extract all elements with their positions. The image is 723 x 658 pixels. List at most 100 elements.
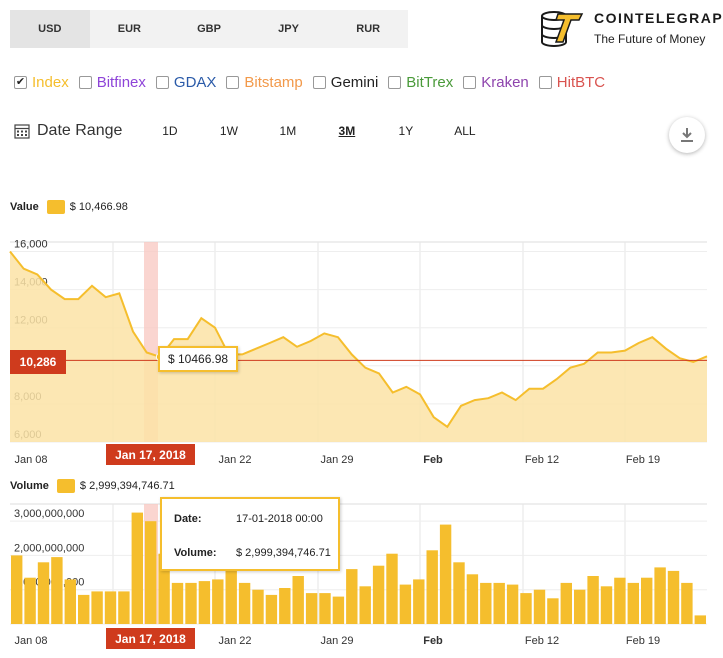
value-date-flag: Jan 17, 2018 <box>106 444 195 465</box>
exchange-checkbox[interactable] <box>226 76 240 89</box>
volume-bar <box>319 593 331 624</box>
volume-bar <box>587 576 599 624</box>
volume-bar <box>198 581 211 624</box>
volume-bar <box>359 586 371 624</box>
volume-bar <box>506 584 519 624</box>
volume-bar <box>225 565 237 624</box>
exchange-kraken[interactable]: Kraken <box>463 74 529 91</box>
download-icon <box>681 128 693 142</box>
volume-bar <box>131 512 143 624</box>
value-y-tick-label: 16,000 <box>14 239 48 251</box>
volume-bar <box>238 582 251 624</box>
exchange-checkbox[interactable] <box>463 76 477 89</box>
volume-bar <box>466 574 479 624</box>
exchange-hitbtc[interactable]: HitBTC <box>538 74 606 91</box>
value-x-tick-label: Feb 19 <box>626 454 660 466</box>
volume-x-tick-label: Feb <box>423 635 443 647</box>
volume-bar <box>292 576 304 624</box>
value-x-tick-label: Jan 29 <box>320 454 353 466</box>
currency-tab-jpy[interactable]: JPY <box>278 23 299 35</box>
volume-bar <box>145 521 157 624</box>
volume-bar <box>279 588 291 624</box>
volume-chart[interactable]: 01,000,000,0002,000,000,0003,000,000,000… <box>0 496 723 656</box>
exchange-bittrex[interactable]: BitTrex <box>388 74 453 91</box>
currency-tab-gbp[interactable]: GBP <box>197 23 221 35</box>
tooltip-date-value: 17-01-2018 00:00 <box>236 513 323 525</box>
volume-bar <box>641 577 653 624</box>
exchange-bitfinex[interactable]: Bitfinex <box>78 74 146 91</box>
volume-bar <box>453 562 465 624</box>
exchange-label: Bitfinex <box>96 74 146 91</box>
range-1d-button[interactable]: 1D <box>162 124 178 138</box>
exchange-label: HitBTC <box>556 74 606 91</box>
volume-bar <box>372 565 385 624</box>
value-x-tick-label: Jan 22 <box>218 454 251 466</box>
exchange-label: Gemini <box>330 74 379 91</box>
exchange-checkbox[interactable] <box>78 76 92 89</box>
range-1m-button[interactable]: 1M <box>279 124 297 138</box>
exchange-label: GDAX <box>173 74 217 91</box>
volume-bar <box>64 579 76 624</box>
volume-bar <box>574 589 586 624</box>
volume-bar <box>185 582 197 624</box>
volume-date-flag: Jan 17, 2018 <box>106 628 195 649</box>
range-1w-button[interactable]: 1W <box>219 124 238 138</box>
volume-bar <box>560 582 572 624</box>
exchange-checkbox[interactable] <box>538 76 552 89</box>
exchange-checkbox[interactable]: ✔ <box>14 76 27 89</box>
exchange-checkbox[interactable] <box>388 76 402 89</box>
exchange-label: Kraken <box>481 74 529 91</box>
volume-bar <box>600 586 613 624</box>
value-x-tick-label: Feb 12 <box>525 454 559 466</box>
tooltip-volume-value: $ 2,999,394,746.71 <box>236 547 331 559</box>
volume-legend-swatch <box>56 479 75 493</box>
volume-bar <box>37 562 50 624</box>
volume-bar <box>439 524 452 624</box>
exchange-gdax[interactable]: GDAX <box>155 74 217 91</box>
volume-bar <box>332 596 345 624</box>
currency-tabs: USD EUR GBP JPY RUR <box>10 10 408 48</box>
exchange-checkbox[interactable] <box>312 76 326 89</box>
volume-legend-value: $ 2,999,394,746.71 <box>79 480 175 492</box>
volume-bar <box>265 594 278 624</box>
volume-x-tick-label: Jan 29 <box>320 635 353 647</box>
value-legend-swatch <box>46 200 65 214</box>
currency-tab-rur[interactable]: RUR <box>356 23 381 35</box>
current-value-label: 10,286 <box>10 350 66 374</box>
volume-bar <box>11 555 23 624</box>
exchange-label: Index <box>32 74 69 91</box>
volume-bar <box>493 582 505 624</box>
value-x-tick-label: Jan 08 <box>14 454 47 466</box>
volume-bar <box>413 579 425 624</box>
value-x-tick-label: Feb <box>423 454 443 466</box>
price-tooltip: $ 10466.98 <box>158 346 239 372</box>
volume-bar <box>694 615 706 624</box>
volume-bar <box>104 591 117 624</box>
volume-bar <box>533 589 546 624</box>
range-all-button[interactable]: ALL <box>454 124 476 138</box>
volume-bar <box>78 594 90 624</box>
exchange-bitstamp[interactable]: Bitstamp <box>226 74 303 91</box>
download-button[interactable] <box>669 117 705 153</box>
brand-title[interactable]: COINTELEGRAPH <box>594 10 723 26</box>
volume-legend-title: Volume <box>10 480 49 492</box>
range-3m-button[interactable]: 3M <box>338 124 356 138</box>
volume-bar <box>386 553 398 624</box>
volume-x-tick-label: Feb 12 <box>525 635 559 647</box>
volume-bar <box>118 591 130 624</box>
currency-tab-usd[interactable]: USD <box>10 10 90 48</box>
volume-x-tick-label: Jan 08 <box>14 635 47 647</box>
range-1y-button[interactable]: 1Y <box>398 124 414 138</box>
exchange-gemini[interactable]: Gemini <box>312 74 379 91</box>
calendar-icon <box>14 124 30 139</box>
volume-y-tick-label: 2,000,000,000 <box>14 542 84 554</box>
volume-bar <box>171 582 184 624</box>
value-legend-title: Value <box>10 201 39 213</box>
currency-tab-eur[interactable]: EUR <box>117 23 141 35</box>
exchange-index[interactable]: ✔ Index <box>14 74 69 91</box>
value-legend: Value $ 10,466.98 <box>10 200 128 214</box>
exchange-checkbox[interactable] <box>155 76 169 89</box>
value-area-fill <box>10 251 707 442</box>
volume-bar <box>480 582 492 624</box>
